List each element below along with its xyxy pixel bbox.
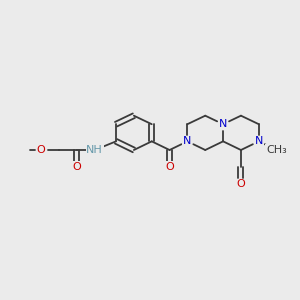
Text: N: N: [255, 136, 263, 146]
Text: O: O: [237, 179, 245, 189]
Text: CH₃: CH₃: [266, 145, 287, 155]
Text: NH: NH: [86, 145, 103, 155]
Text: N: N: [183, 136, 192, 146]
Text: N: N: [219, 119, 227, 129]
Text: O: O: [37, 145, 46, 155]
Text: O: O: [165, 162, 174, 172]
Text: O: O: [73, 162, 81, 172]
